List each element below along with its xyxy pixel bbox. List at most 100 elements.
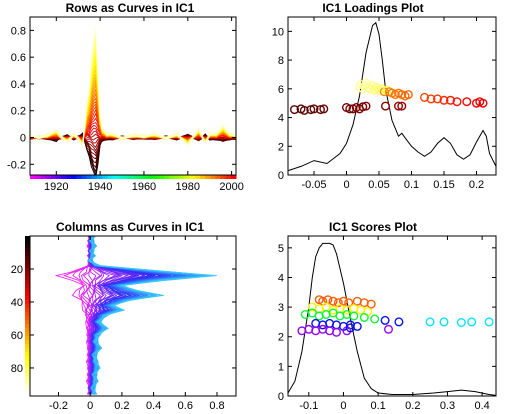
colorbar-segment	[25, 324, 30, 329]
y-tick-label: 0.2	[11, 106, 26, 118]
ic1-scores-title: IC1 Scores Plot	[329, 220, 417, 234]
row-curve	[30, 28, 236, 147]
colorbar-segment	[25, 280, 30, 285]
ic1-loadings-axes-frame	[287, 16, 497, 176]
x-tick-label: 0.2	[114, 400, 129, 412]
loading-point	[462, 97, 472, 107]
colorbar-segment	[225, 175, 232, 179]
colorbar-segment	[50, 175, 57, 179]
colorbar-segment	[117, 175, 124, 179]
score-point	[384, 324, 394, 334]
colorbar-segment	[205, 175, 211, 179]
x-tick-label: 0.2	[469, 179, 484, 191]
loading-point	[345, 104, 355, 114]
x-tick-label: 0.15	[433, 179, 454, 191]
loading-point	[290, 105, 300, 115]
colorbar-segment	[25, 376, 30, 381]
x-tick-label: 1920	[44, 181, 68, 193]
colorbar-segment	[55, 175, 62, 179]
x-tick-label: 0	[87, 400, 93, 412]
score-point	[456, 318, 466, 328]
row-curve	[30, 82, 236, 143]
y-tick-label: 6	[278, 84, 284, 96]
y-tick-label: 4	[278, 113, 284, 125]
loading-point	[365, 84, 375, 94]
colorbar-segment	[25, 304, 30, 309]
row-curve	[30, 60, 236, 146]
score-point	[349, 311, 359, 321]
colorbar-segment	[158, 175, 165, 179]
colorbar-segment	[45, 175, 52, 179]
score-point	[359, 313, 369, 323]
colorbar-segment	[25, 248, 30, 253]
colorbar-segment	[25, 332, 30, 337]
colorbar-segment	[25, 284, 30, 289]
ic1-loadings-data	[288, 21, 496, 172]
colorbar-segment	[30, 175, 36, 179]
colorbar-segment	[25, 260, 30, 265]
row-curve	[30, 49, 236, 146]
row-curve	[30, 40, 236, 149]
row-curve	[30, 36, 236, 148]
colorbar-segment	[66, 175, 72, 179]
score-point	[467, 317, 477, 327]
colorbar-segment	[25, 320, 30, 325]
column-curve	[89, 236, 217, 395]
colorbar-segment	[138, 175, 144, 179]
density-curve	[288, 21, 496, 172]
score-point	[323, 295, 333, 305]
y-tick-label: 0	[278, 391, 284, 403]
ic1-loadings-panel: IC1 Loadings Plot -0.05 0 0.05 0.1 0.15 0.2 0 2…	[272, 1, 497, 191]
y-tick-label: 20	[11, 264, 23, 276]
y-tick-label: 80	[11, 363, 23, 375]
colorbar-segment	[25, 308, 30, 313]
colorbar-segment	[210, 175, 216, 179]
loading-point	[368, 81, 378, 91]
colorbar-segment	[25, 268, 30, 273]
loading-point	[319, 104, 329, 114]
score-point	[366, 299, 376, 309]
x-tick-label: 0.2	[405, 400, 420, 412]
colorbar-segment	[25, 360, 30, 365]
colorbar-segment	[25, 352, 30, 357]
colorbar-segment	[81, 175, 88, 179]
colorbar-segment	[174, 175, 180, 179]
colorbar-segment	[25, 256, 30, 261]
x-tick-label: -0.2	[49, 400, 68, 412]
colorbar-segment	[25, 252, 30, 257]
row-curve	[30, 73, 236, 144]
rows-curves-panel: Rows as Curves in IC1 1920 1940 1960 1980 20…	[7, 1, 244, 193]
y-tick-label: 3	[278, 302, 284, 314]
colorbar-segment	[71, 175, 77, 179]
colorbar-segment	[40, 175, 46, 179]
x-tick-label: 0.1	[404, 179, 419, 191]
colorbar-segment	[25, 240, 30, 245]
x-tick-label: 0.4	[474, 400, 489, 412]
colorbar-segment	[25, 388, 30, 393]
colorbar-segment	[102, 175, 108, 179]
ic1-loadings-ticks: -0.05 0 0.05 0.1 0.15 0.2 0 2 4 6 8 10	[272, 17, 496, 191]
density-curve	[288, 242, 496, 396]
y-tick-label: 2	[278, 141, 284, 153]
x-tick-label: -0.1	[299, 400, 318, 412]
colorbar-segment	[122, 175, 129, 179]
colorbar-segment	[127, 175, 134, 179]
score-point	[332, 327, 342, 337]
colorbar-segment	[199, 175, 206, 179]
y-tick-label: -0.2	[7, 159, 26, 171]
colorbar-segment	[91, 175, 98, 179]
score-point	[345, 323, 355, 333]
y-tick-label: 0.6	[11, 52, 26, 64]
colorbar-segment	[184, 175, 191, 179]
x-tick-label: 0.8	[209, 400, 224, 412]
colorbar-segment	[25, 244, 30, 249]
colorbar-segment	[25, 292, 30, 297]
row-curve	[30, 33, 236, 147]
rows-curves-colorbar	[30, 175, 237, 179]
loading-point	[420, 92, 430, 102]
colorbar-segment	[96, 175, 103, 179]
loading-point	[446, 95, 456, 105]
ic1-scores-panel: IC1 Scores Plot -0.1 0 0.1 0.2 0.3 0.4 0 1 2 3 4 5	[278, 220, 497, 412]
column-curve	[87, 236, 212, 395]
x-tick-label: 1980	[176, 181, 200, 193]
